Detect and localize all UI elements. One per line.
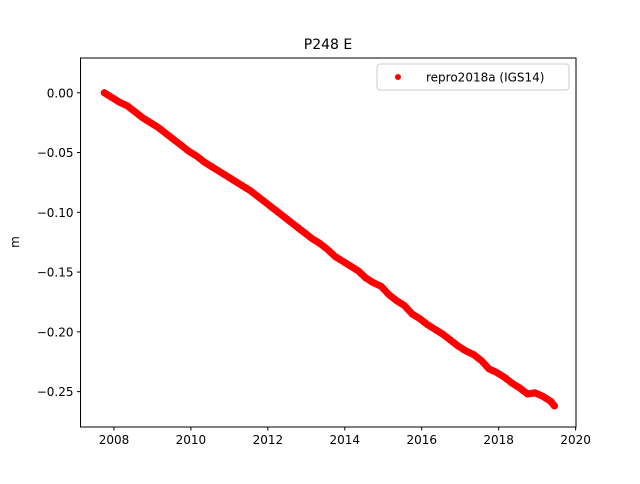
- chart-title: P248 E: [304, 37, 352, 53]
- y-tick-label: −0.20: [37, 325, 74, 339]
- data-point: [550, 402, 559, 410]
- x-axis: 2008 2010 2012 2014 2016 2018 2020: [99, 427, 591, 447]
- legend-marker: [395, 74, 401, 80]
- x-tick-label: 2014: [330, 433, 361, 447]
- x-tick-label: 2012: [253, 433, 284, 447]
- y-tick-label: −0.15: [37, 266, 74, 280]
- y-tick-label: −0.05: [37, 146, 74, 160]
- legend-box: [376, 63, 570, 91]
- x-tick-label: 2016: [406, 433, 437, 447]
- y-axis: 0.00 −0.05 −0.10 −0.15 −0.20 −0.25: [37, 86, 81, 399]
- legend-label: repro2018a (IGS14): [426, 71, 544, 85]
- x-tick-label: 2020: [560, 433, 591, 447]
- plot-frame: [80, 57, 577, 428]
- legend: repro2018a (IGS14): [376, 63, 570, 91]
- y-tick-label: 0.00: [47, 86, 74, 100]
- data-points: [100, 89, 559, 410]
- x-tick-label: 2018: [483, 433, 514, 447]
- x-tick-label: 2010: [176, 433, 207, 447]
- y-tick-label: −0.25: [37, 385, 74, 399]
- y-tick-label: −0.10: [37, 206, 74, 220]
- y-axis-label: m: [8, 236, 22, 248]
- x-tick-label: 2008: [99, 433, 130, 447]
